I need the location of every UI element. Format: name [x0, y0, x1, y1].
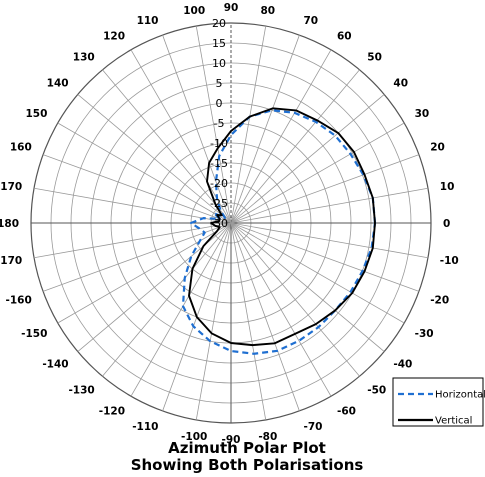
- angle-tick-label: 0: [443, 218, 450, 230]
- angle-tick-label: -150: [21, 328, 47, 340]
- legend: Horizontal Vertical: [392, 377, 485, 427]
- grid-spoke: [195, 222, 232, 421]
- angle-tick-label: -50: [367, 384, 386, 396]
- angle-tick-label: -90: [222, 434, 241, 446]
- grid-spoke: [230, 122, 405, 224]
- grid-spoke: [33, 187, 232, 224]
- angle-tick-label: 90: [224, 2, 239, 14]
- angle-tick-label: 130: [73, 52, 95, 64]
- angle-tick-label: 80: [260, 5, 275, 17]
- angle-tick-labels: 90 80706050403020100-10-20-30-40-50-60-70…: [0, 2, 459, 446]
- series-layer: [181, 107, 377, 355]
- legend-label-horizontal: Horizontal: [435, 390, 485, 401]
- angle-tick-label: -60: [337, 406, 356, 418]
- series-line-vertical: [188, 107, 376, 347]
- radial-tick-label: -30: [210, 217, 228, 230]
- grid-spoke: [42, 222, 232, 292]
- grid-spoke: [230, 25, 267, 224]
- angle-tick-label: -110: [132, 421, 158, 433]
- grid-spoke: [230, 49, 332, 224]
- angle-tick-label: -160: [6, 295, 32, 307]
- grid-spoke: [57, 122, 232, 224]
- grid-spoke: [162, 34, 232, 224]
- grid-spoke: [230, 222, 332, 397]
- radial-tick-label: -15: [210, 157, 228, 170]
- angle-tick-label: 140: [47, 78, 69, 90]
- angle-tick-label: 100: [183, 5, 205, 17]
- grid-spoke: [42, 154, 232, 224]
- angle-tick-label: -170: [0, 255, 22, 267]
- radial-tick-label: 5: [216, 77, 223, 90]
- radial-tick-label: -10: [210, 137, 228, 150]
- grid-spoke: [230, 222, 405, 324]
- angle-tick-label: -80: [258, 431, 277, 443]
- legend-label-vertical: Vertical: [435, 416, 472, 427]
- radial-tick-labels: 20 15 10 5 0 -5 -10 -15 -20 -25 -30: [210, 17, 228, 230]
- angle-tick-label: 20: [430, 141, 445, 153]
- angle-tick-label: 120: [103, 30, 125, 42]
- angle-tick-label: -70: [304, 421, 323, 433]
- grid-spoke: [230, 187, 429, 224]
- angle-tick-label: 160: [10, 141, 32, 153]
- angle-tick-label: 110: [137, 15, 159, 27]
- angle-tick-label: 10: [440, 181, 455, 193]
- grid-spoke: [230, 222, 385, 352]
- grid-spoke: [195, 25, 232, 224]
- grid-spoke: [102, 222, 232, 377]
- legend-box: [392, 377, 484, 427]
- grid-spoke: [230, 94, 385, 224]
- angle-tick-label: 40: [393, 78, 408, 90]
- angle-tick-label: 60: [337, 30, 352, 42]
- radial-tick-label: 15: [212, 37, 226, 50]
- series-line-horizontal: [181, 109, 377, 355]
- radial-tick-label: 10: [212, 57, 226, 70]
- angle-tick-label: 50: [367, 52, 382, 64]
- grid-spoke: [230, 222, 420, 292]
- radial-tick-label: -20: [210, 177, 228, 190]
- grid-spoke: [230, 69, 360, 224]
- grid-spoke: [230, 222, 360, 377]
- radial-tick-label: 0: [216, 97, 223, 110]
- grid-spoke: [102, 69, 232, 224]
- angle-tick-label: 150: [25, 108, 47, 120]
- angle-tick-label: -120: [99, 406, 125, 418]
- polar-grid: [30, 22, 432, 424]
- grid-spoke: [230, 222, 267, 421]
- grid-spoke: [230, 34, 300, 224]
- angle-tick-label: -10: [440, 255, 459, 267]
- chart-subtitle: Showing Both Polarisations: [131, 456, 364, 474]
- radial-tick-label: 20: [212, 17, 226, 30]
- angle-tick-label: -40: [393, 358, 412, 370]
- grid-spoke: [230, 154, 420, 224]
- grid-spoke: [230, 222, 300, 412]
- radial-tick-label: -25: [210, 197, 228, 210]
- grid-spoke: [77, 94, 232, 224]
- angle-tick-label: 180: [0, 218, 19, 230]
- angle-tick-label: -20: [430, 295, 449, 307]
- angle-tick-label: -30: [415, 328, 434, 340]
- chart-title: Azimuth Polar Plot: [168, 439, 326, 457]
- angle-tick-label: 170: [0, 181, 22, 193]
- grid-spoke: [130, 222, 232, 397]
- angle-tick-label: 70: [304, 15, 319, 27]
- radial-tick-label: -5: [214, 117, 225, 130]
- grid-spoke: [230, 222, 429, 259]
- grid-spoke: [130, 49, 232, 224]
- angle-tick-label: -140: [42, 358, 68, 370]
- angle-tick-label: -130: [68, 384, 94, 396]
- angle-tick-label: -100: [181, 431, 207, 443]
- grid-spoke: [57, 222, 232, 324]
- angle-tick-label: 30: [415, 108, 430, 120]
